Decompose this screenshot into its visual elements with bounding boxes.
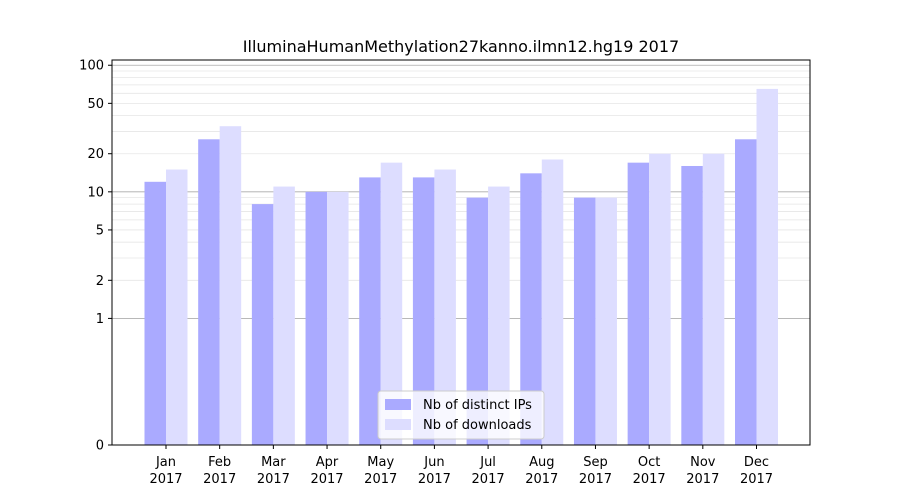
bar [380, 162, 403, 445]
x-tick-label-year: 2017 [364, 472, 397, 487]
x-tick-label-month: Oct [638, 455, 660, 470]
bars-layer [144, 88, 778, 446]
y-tick-label: 5 [96, 223, 104, 238]
plot-frame [111, 59, 811, 446]
bar [144, 181, 166, 445]
bar [434, 169, 456, 445]
x-tick-label-month: Aug [529, 455, 554, 470]
bar [595, 197, 617, 445]
legend: Nb of distinct IPs Nb of downloads [377, 390, 545, 440]
bar [541, 159, 564, 445]
bar [488, 186, 510, 446]
bar [702, 153, 725, 446]
bar [251, 204, 274, 445]
y-tick-label: 2 [96, 274, 104, 289]
legend-box [377, 390, 545, 440]
bar [412, 177, 435, 446]
x-tick-label-month: Dec [744, 455, 769, 470]
x-tick-label-year: 2017 [686, 472, 719, 487]
bar [756, 88, 778, 445]
y-tick-label: 10 [87, 185, 104, 200]
bar [627, 162, 650, 445]
x-tick-label-month: Sep [583, 455, 608, 470]
y-tick-label: 100 [79, 59, 104, 74]
bar [735, 139, 757, 445]
x-tick-label-year: 2017 [472, 472, 505, 487]
legend-label: Nb of distinct IPs [423, 398, 532, 413]
x-tick-label-year: 2017 [525, 472, 558, 487]
y-axis: 0 1 2 5 10 20 50 100 [79, 59, 112, 454]
bar [573, 197, 596, 445]
bar [359, 177, 381, 446]
x-tick-label-year: 2017 [633, 472, 666, 487]
bar [327, 191, 349, 445]
x-tick-label-month: Feb [208, 455, 231, 470]
bar [305, 191, 328, 445]
x-tick-label-month: Jul [479, 455, 496, 470]
x-tick-label-month: May [367, 455, 394, 470]
x-tick-label-year: 2017 [579, 472, 612, 487]
y-tick-label: 50 [87, 97, 104, 112]
x-tick-label-month: Jan [155, 455, 176, 470]
x-tick-label-year: 2017 [203, 472, 236, 487]
x-tick-label-month: Jun [423, 455, 444, 470]
x-tick-label-year: 2017 [257, 472, 290, 487]
legend-swatch [385, 419, 411, 430]
y-tick-label: 20 [87, 147, 104, 162]
x-tick-label-month: Mar [261, 455, 286, 470]
bar [520, 173, 542, 445]
bar [198, 139, 220, 445]
bar [681, 165, 703, 446]
x-tick-label-month: Apr [316, 455, 339, 470]
legend-label: Nb of downloads [423, 418, 532, 433]
bar [273, 186, 295, 446]
x-tick-label-month: Nov [690, 455, 716, 470]
y-tick-label: 1 [96, 312, 104, 327]
bar [649, 153, 671, 446]
x-tick-label-year: 2017 [740, 472, 773, 487]
chart-title: IlluminaHumanMethylation27kanno.ilmn12.h… [243, 37, 679, 56]
y-tick-label: 0 [96, 439, 104, 454]
bar [466, 197, 489, 445]
x-tick-label-year: 2017 [418, 472, 451, 487]
legend-swatch [385, 399, 411, 410]
bar [219, 126, 242, 446]
x-tick-label-year: 2017 [310, 472, 343, 487]
bar [166, 169, 188, 445]
x-tick-label-year: 2017 [149, 472, 182, 487]
x-axis: Jan 2017 Feb 2017 Mar 2017 Apr 2017 May 2017 Jun 20… [149, 445, 773, 487]
